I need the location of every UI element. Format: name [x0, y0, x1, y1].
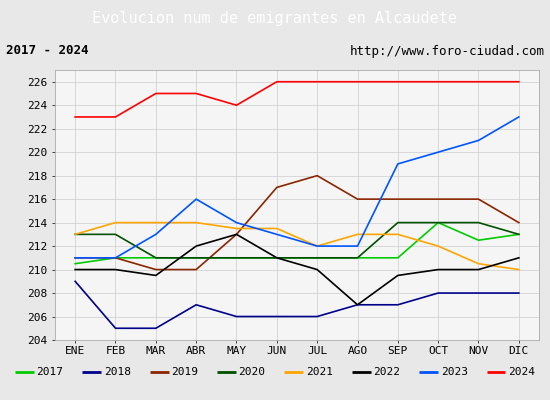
Text: 2020: 2020 — [239, 367, 266, 377]
Text: 2017: 2017 — [36, 367, 63, 377]
Text: 2017 - 2024: 2017 - 2024 — [6, 44, 88, 58]
Text: 2019: 2019 — [171, 367, 198, 377]
Text: 2021: 2021 — [306, 367, 333, 377]
Text: Evolucion num de emigrantes en Alcaudete: Evolucion num de emigrantes en Alcaudete — [92, 10, 458, 26]
Text: 2024: 2024 — [508, 367, 535, 377]
Text: 2023: 2023 — [441, 367, 468, 377]
Text: 2018: 2018 — [104, 367, 131, 377]
Text: http://www.foro-ciudad.com: http://www.foro-ciudad.com — [349, 44, 544, 58]
Text: 2022: 2022 — [373, 367, 400, 377]
